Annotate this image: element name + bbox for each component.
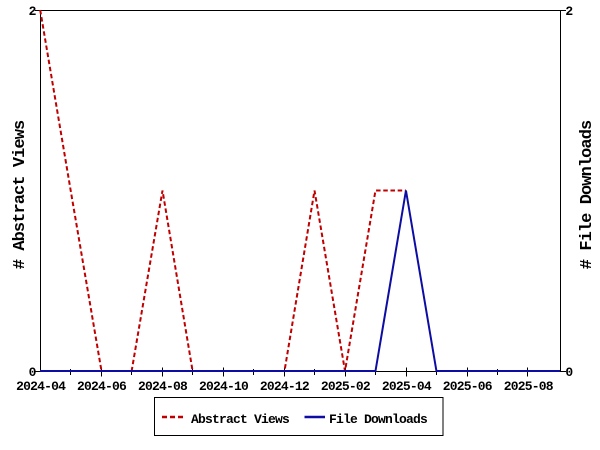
svg-text:2024-06: 2024-06 — [77, 379, 127, 394]
svg-text:2025-08: 2025-08 — [504, 379, 554, 394]
svg-text:Abstract Views: Abstract Views — [191, 412, 290, 427]
svg-text:2025-04: 2025-04 — [382, 379, 432, 394]
svg-text:2024-12: 2024-12 — [260, 379, 310, 394]
svg-text:# Abstract Views: # Abstract Views — [11, 120, 30, 269]
svg-text:2024-10: 2024-10 — [199, 379, 249, 394]
svg-text:File Downloads: File Downloads — [329, 412, 428, 427]
svg-text:2025-06: 2025-06 — [443, 379, 493, 394]
svg-text:2024-04: 2024-04 — [16, 379, 66, 394]
svg-text:2: 2 — [29, 4, 37, 19]
svg-text:0: 0 — [29, 365, 37, 380]
svg-text:2: 2 — [565, 4, 573, 19]
svg-text:0: 0 — [565, 365, 573, 380]
svg-text:# File Downloads: # File Downloads — [578, 120, 597, 269]
svg-text:2025-02: 2025-02 — [321, 379, 371, 394]
svg-text:2024-08: 2024-08 — [138, 379, 188, 394]
